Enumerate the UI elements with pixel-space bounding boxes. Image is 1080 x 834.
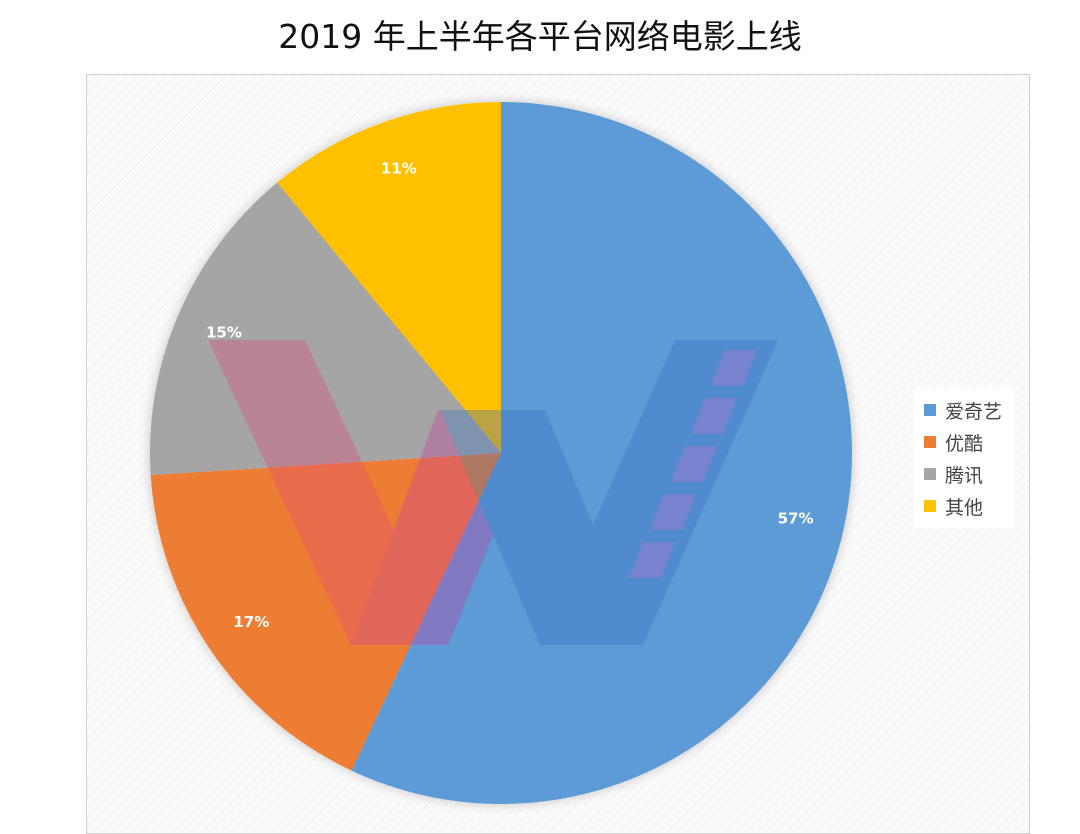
- watermark-film-hole-2: [671, 446, 717, 482]
- legend-item: 腾讯: [924, 458, 1014, 490]
- slice-data-label: 57%: [778, 509, 814, 527]
- legend-label: 腾讯: [945, 464, 984, 487]
- watermark-film-hole-0: [711, 350, 757, 386]
- legend-item: 优酷: [924, 426, 1014, 458]
- chart-title: 2019 年上半年各平台网络电影上线: [278, 17, 802, 56]
- legend-item: 其他: [924, 490, 1014, 522]
- watermark-stroke-1: [351, 410, 545, 645]
- watermark-stroke-2: [440, 410, 643, 645]
- legend-swatch: [924, 404, 936, 416]
- pie-slice-0: [351, 102, 853, 805]
- legend-swatch: [924, 500, 936, 512]
- slice-data-label: 17%: [233, 613, 269, 631]
- watermark-film-hole-4: [629, 542, 675, 578]
- pie-slices: [150, 102, 853, 805]
- legend-label: 其他: [945, 496, 984, 519]
- watermark-film-hole-3: [650, 494, 696, 530]
- pie-slice-1: [150, 453, 501, 771]
- pie-slice-3: [277, 102, 501, 453]
- watermark-film-hole-1: [691, 398, 737, 434]
- legend-swatch: [924, 468, 936, 480]
- legend: 爱奇艺 优酷 腾讯 其他: [914, 388, 1014, 528]
- watermark-stroke-0: [208, 340, 448, 645]
- legend-label: 爱奇艺: [945, 400, 1003, 423]
- legend-label: 优酷: [945, 432, 984, 455]
- pie-slice-2: [150, 182, 501, 476]
- watermark-stroke-3: [540, 340, 778, 645]
- watermark-logo: [208, 340, 778, 645]
- slice-data-label: 15%: [206, 324, 242, 342]
- legend-swatch: [924, 436, 936, 448]
- legend-item: 爱奇艺: [924, 394, 1014, 426]
- slice-data-label: 11%: [381, 159, 417, 177]
